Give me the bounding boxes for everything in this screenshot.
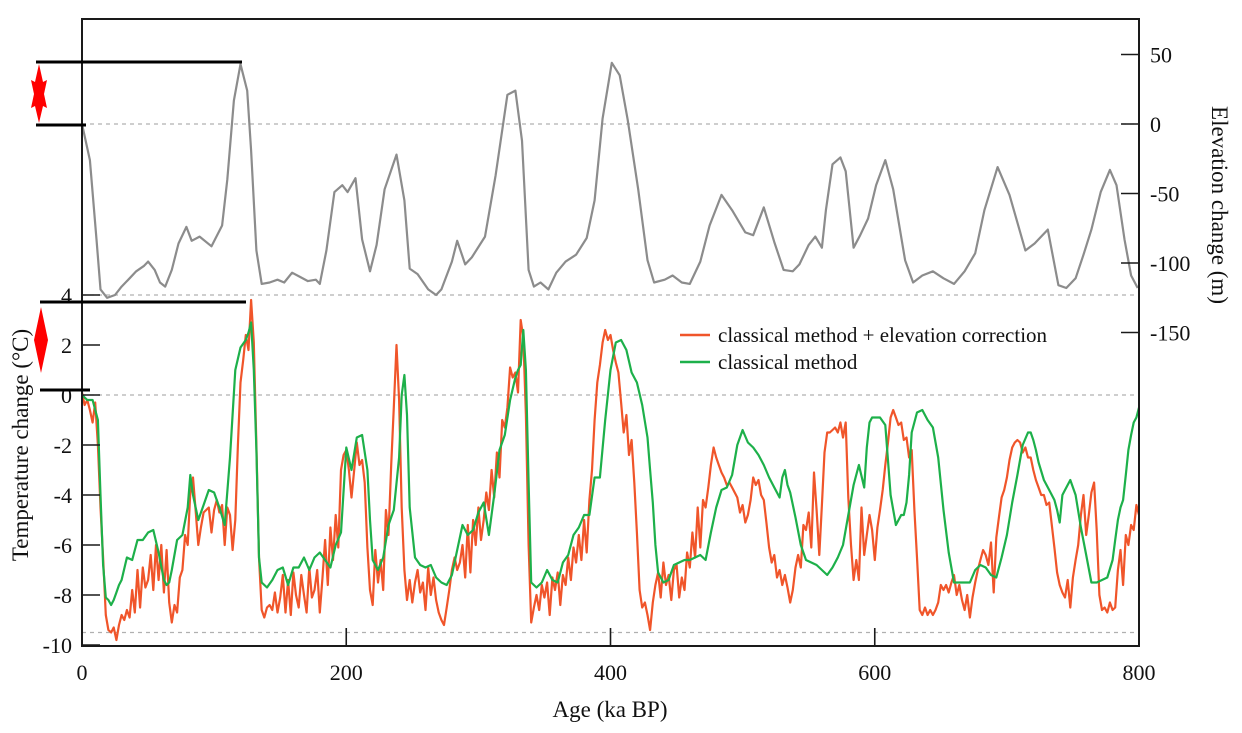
temperature-range-annotation — [34, 300, 246, 392]
y-right-tick-label: 50 — [1150, 43, 1172, 68]
elevation-range-annotation — [31, 60, 242, 127]
legend-label-classical: classical method — [718, 350, 858, 374]
classical-temperature-series-line — [81, 321, 1141, 607]
x-axis: 0 200 400 600 800 — [77, 628, 1156, 685]
x-tick-label: 600 — [858, 660, 891, 685]
y-left-tick-label: -6 — [54, 533, 72, 558]
y-left-tick-label: -8 — [54, 583, 72, 608]
x-axis-title: Age (ka BP) — [553, 697, 668, 722]
series-layer — [80, 61, 1141, 642]
x-tick-label: 800 — [1123, 660, 1156, 685]
x-tick-label: 200 — [330, 660, 363, 685]
double-arrow-icon — [31, 64, 47, 123]
y-axis-right: 50 0 -50 -100 -150 — [1121, 43, 1190, 346]
y-left-tick-label: -10 — [43, 633, 72, 658]
legend: classical method + elevation correction … — [680, 323, 1048, 374]
x-tick-label: 400 — [594, 660, 627, 685]
elevation-series-line — [80, 61, 1139, 299]
legend-label-corrected: classical method + elevation correction — [718, 323, 1048, 347]
y-left-tick-label: 0 — [61, 383, 72, 408]
y-left-tick-label: -4 — [54, 483, 72, 508]
double-arrow-icon — [34, 307, 48, 373]
y-left-tick-label: -2 — [54, 433, 72, 458]
y-right-tick-label: -100 — [1150, 251, 1190, 276]
y-axis-left-title: Temperature change (°C) — [8, 329, 33, 561]
y-right-tick-label: -50 — [1150, 182, 1179, 207]
y-left-tick-label: 2 — [61, 333, 72, 358]
y-right-tick-label: 0 — [1150, 112, 1161, 137]
x-tick-label: 0 — [77, 660, 88, 685]
y-right-tick-label: -150 — [1150, 321, 1190, 346]
y-axis-left: 4 2 0 -2 -4 -6 -8 -10 — [43, 283, 100, 658]
y-axis-right-title: Elevation change (m) — [1207, 106, 1232, 304]
y-left-tick-label: 4 — [61, 283, 72, 308]
